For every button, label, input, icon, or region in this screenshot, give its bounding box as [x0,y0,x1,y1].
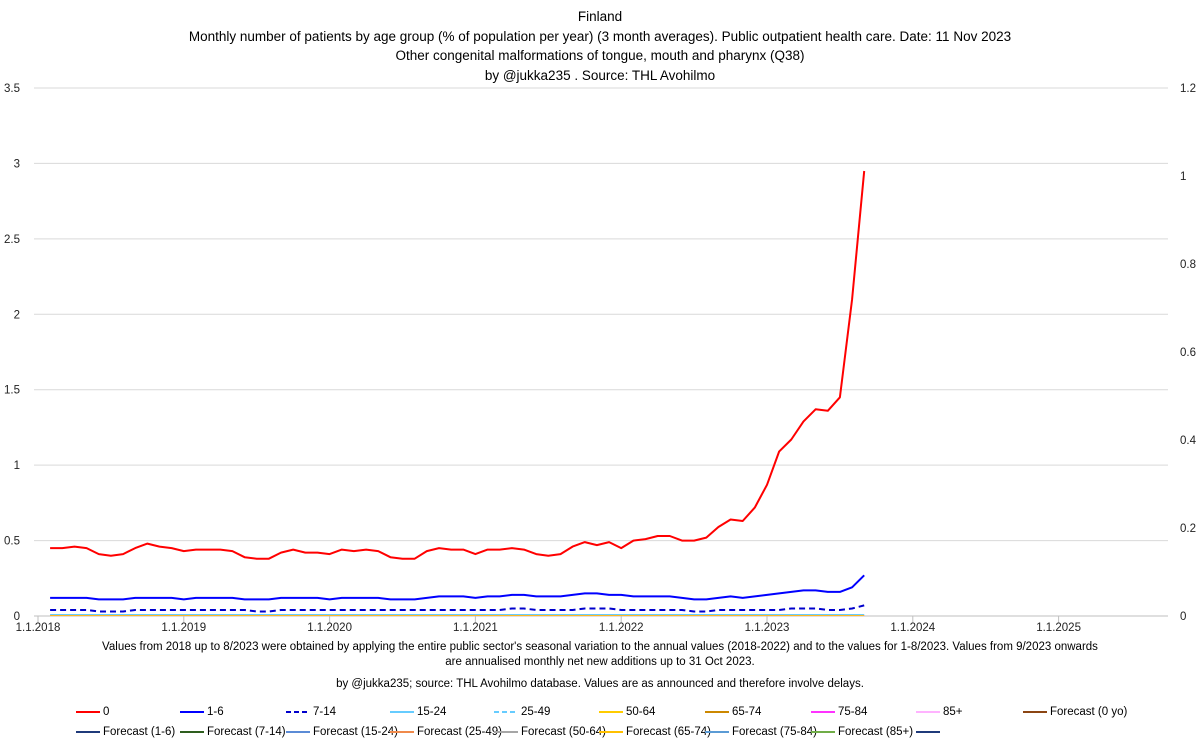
x-tick-label: 1.1.2024 [890,622,935,634]
legend-swatch [286,711,310,713]
y2-tick-label: 0.2 [1180,523,1196,535]
y2-tick-label: 1.2 [1180,83,1196,95]
y-tick-label: 2.5 [4,234,20,246]
legend-label: Forecast (85+) [838,726,914,738]
y2-tick-label: 0.4 [1180,435,1197,447]
y-tick-label: 0 [14,611,20,623]
legend-swatch [286,731,310,733]
footnote-line-2: are annualised monthly net new additions… [445,656,755,668]
legend-swatch [180,711,204,713]
legend-swatch [705,711,729,713]
y-tick-label: 0.5 [4,536,20,548]
legend-label: Forecast (7-14) [207,726,286,738]
x-axis: 1.1.2018 1.1.2019 1.1.2020 1.1.2021 1.1.2022… [16,615,1168,634]
y-tick-label: 3 [14,158,20,170]
legend-swatch [390,731,414,733]
x-tick-label: 1.1.2021 [453,622,498,634]
legend-swatch [599,711,623,713]
chart-titles: Finland Monthly number of patients by ag… [0,7,1200,85]
y2-tick-label: 0 [1180,611,1186,623]
footnote-method: Values from 2018 up to 8/2023 were obtai… [0,640,1200,670]
legend-label: 75-84 [838,706,868,718]
x-tick-label: 1.1.2018 [16,622,61,634]
legend-label: Forecast (15-24) [313,726,399,738]
legend-label: Forecast (0 yo) [1050,706,1128,718]
title-diagnosis: Other congenital malformations of tongue… [395,48,805,63]
y-tick-label: 1.5 [4,385,20,397]
legend-swatch [390,711,414,713]
y-tick-label: 3.5 [4,83,20,95]
title-description: Monthly number of patients by age group … [188,28,1012,44]
legend-label: 65-74 [732,706,762,718]
y-axis-right: 0 0.2 0.4 0.6 0.8 1 1.2 [1180,83,1197,623]
legend-label: Forecast (1-6) [103,726,176,738]
title-source: by @jukka235 . Source: THL Avohilmo [484,67,716,83]
y-tick-label: 2 [14,309,20,321]
legend-swatch [494,731,518,733]
legend-swatch [494,711,518,713]
legend-swatch [811,711,835,713]
legend-swatch [180,731,204,733]
legend-swatch [599,731,623,733]
legend-swatch [916,731,940,733]
y2-tick-label: 0.8 [1180,259,1196,271]
y-tick-label: 1 [14,460,20,472]
legend-label: 0 [103,706,110,718]
title-country: Finland [577,9,623,24]
y2-tick-label: 1 [1180,171,1186,183]
legend-label: Forecast (50-64) [521,726,607,738]
y2-tick-label: 0.6 [1180,347,1196,359]
footnote-source: by @jukka235; source: THL Avohilmo datab… [336,678,864,690]
legend-label: 85+ [943,706,963,718]
legend-label: 50-64 [626,706,656,718]
series-line-0 [50,170,866,560]
x-tick-label: 1.1.2023 [745,622,790,634]
series-line-1-6 [50,574,865,601]
legend-label: 1-6 [207,706,224,718]
gridlines [34,87,1168,542]
line-chart: 0 0.5 1 1.5 2 2.5 3 3.5 0 0.2 0.4 0.6 0.8 1 1.2 1.1.2… [4,83,1197,634]
legend-swatch [705,731,729,733]
series-lines [50,170,866,616]
x-tick-label: 1.1.2019 [161,622,206,634]
legend-swatch [916,711,940,713]
legend-swatch [76,731,100,733]
x-tick-label: 1.1.2020 [307,622,352,634]
x-tick-label: 1.1.2022 [599,622,644,634]
legend-label: 7-14 [313,706,337,718]
legend-label: Forecast (65-74) [626,726,712,738]
legend-swatch [76,711,100,713]
legend-swatch [1023,711,1047,713]
x-tick-label: 1.1.2025 [1036,622,1081,634]
legend-label: Forecast (25-49) [417,726,503,738]
footnote-line-1: Values from 2018 up to 8/2023 were obtai… [102,641,1098,653]
legend-label: 25-49 [521,706,551,718]
legend-swatch [811,731,835,733]
legend-label: 15-24 [417,706,447,718]
series-line-7-14 [50,604,865,613]
legend-label: Forecast (75-84) [732,726,818,738]
y-axis-left: 0 0.5 1 1.5 2 2.5 3 3.5 [4,83,20,623]
